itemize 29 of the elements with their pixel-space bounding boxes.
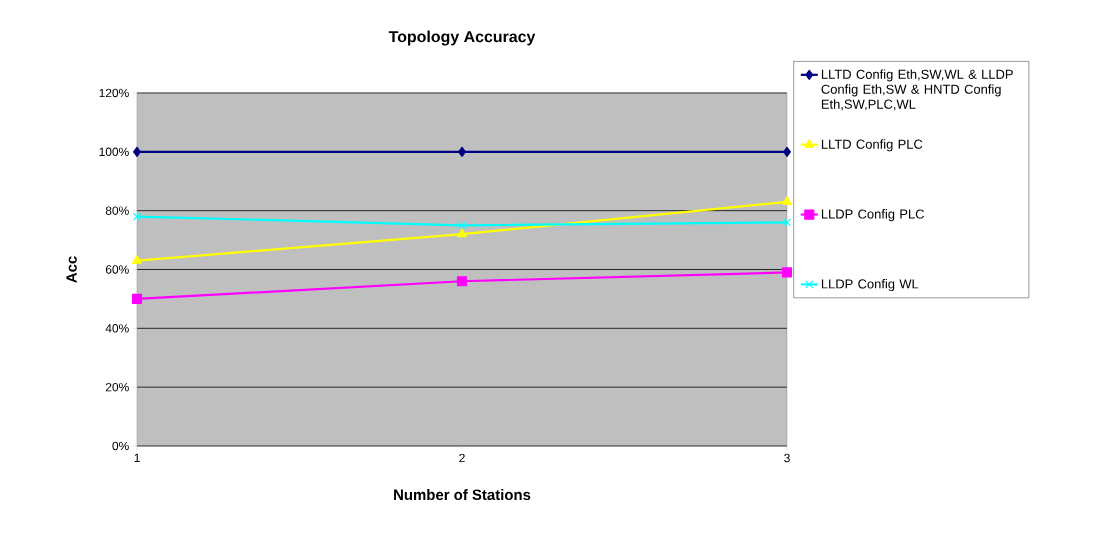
- legend-label: LLTD Config PLC: [821, 139, 923, 152]
- x-tick-label: 3: [784, 453, 790, 463]
- y-tick-label: 80%: [105, 206, 129, 215]
- legend-label: LLTD Config Eth,SW,WL & LLDP Config Eth,SW & HNTD Config Eth,SW,PLC,WL: [821, 69, 1013, 111]
- point: [782, 196, 792, 205]
- y-tick-label: 0%: [112, 441, 129, 451]
- point: [132, 212, 142, 221]
- y-tick-label: 100%: [99, 147, 129, 157]
- point: [457, 221, 467, 230]
- chart-title: Topology Accuracy: [388, 30, 536, 46]
- point: [782, 218, 792, 227]
- y-tick-label: 40%: [105, 324, 129, 333]
- legend-label: LLDP Config PLC: [821, 209, 925, 222]
- point: [457, 228, 467, 238]
- point: [131, 293, 143, 304]
- point: [458, 146, 466, 157]
- point: [783, 146, 791, 157]
- point: [456, 276, 468, 287]
- y-tick-label: 20%: [105, 382, 129, 392]
- point: [132, 255, 142, 264]
- y-tick-label: 120%: [99, 88, 129, 98]
- x-tick-label: 2: [459, 453, 465, 463]
- point: [133, 146, 141, 157]
- y-axis-title: Acc: [66, 256, 77, 283]
- x-tick-label: 1: [134, 453, 140, 462]
- y-tick-label: 60%: [105, 265, 129, 274]
- legend-label: LLDP Config WL: [821, 278, 919, 292]
- point: [781, 267, 793, 278]
- x-axis-title: Number of Stations: [394, 489, 531, 501]
